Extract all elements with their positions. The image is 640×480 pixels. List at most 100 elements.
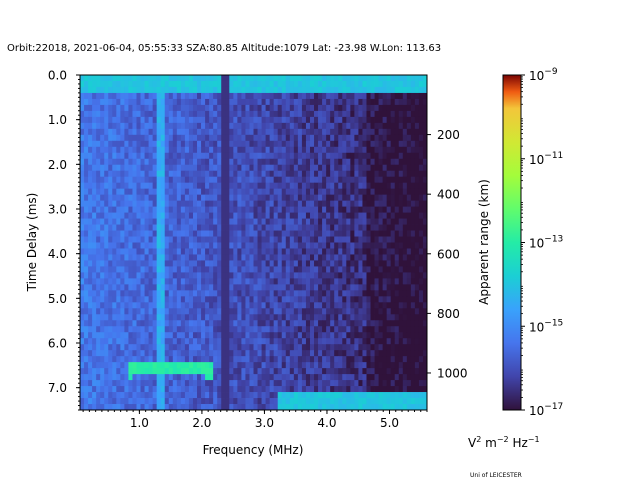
heatmap-cell [128, 152, 133, 160]
heatmap-cell [281, 332, 287, 339]
heatmap-cell [382, 272, 388, 279]
heatmap-cell [297, 146, 303, 154]
heatmap-cell [305, 266, 311, 273]
heatmap-cell [334, 182, 339, 190]
heatmap-cell [297, 194, 303, 202]
heatmap-cell [205, 314, 210, 321]
heatmap-cell [334, 212, 339, 219]
heatmap-cell [301, 392, 307, 399]
heatmap-cell [128, 164, 133, 172]
heatmap-cell [188, 152, 194, 160]
heatmap-cell [386, 380, 392, 387]
heatmap-cell [410, 110, 416, 118]
heatmap-cell [156, 398, 162, 405]
heatmap-cell [116, 98, 121, 106]
heatmap-cell [112, 200, 117, 208]
heatmap-cell [140, 218, 145, 225]
heatmap-cell [374, 332, 379, 339]
heatmap-cell [398, 140, 404, 148]
heatmap-cell [156, 104, 162, 112]
heatmap-cell [168, 266, 174, 273]
heatmap-cell [172, 326, 178, 333]
heatmap-cell [257, 75, 262, 82]
heatmap-cell [378, 122, 384, 130]
heatmap-cell [378, 176, 384, 184]
heatmap-cell [104, 224, 109, 231]
heatmap-cell [358, 188, 363, 196]
heatmap-cell [346, 176, 351, 184]
heatmap-cell [209, 182, 214, 190]
heatmap-cell [116, 356, 121, 363]
heatmap-cell [261, 296, 266, 303]
heatmap-cell [100, 260, 105, 267]
heatmap-cell [293, 152, 299, 160]
heatmap-cell [362, 152, 367, 160]
heatmap-cell [318, 272, 323, 279]
heatmap-cell [346, 308, 351, 315]
heatmap-cell [350, 380, 355, 387]
heatmap-cell [241, 350, 246, 357]
heatmap-cell [382, 152, 388, 160]
heatmap-cell [160, 344, 166, 351]
heatmap-cell [354, 320, 359, 327]
heatmap-cell [386, 404, 392, 411]
heatmap-cell [309, 272, 315, 279]
heatmap-cell [322, 75, 327, 82]
heatmap-cell [314, 176, 319, 184]
heatmap-cell [378, 272, 384, 279]
heatmap-cell [326, 272, 331, 279]
heatmap-cell [241, 290, 246, 297]
heatmap-cell [201, 404, 206, 411]
heatmap-cell [148, 116, 154, 124]
heatmap-cell [422, 140, 428, 148]
heatmap-cell [293, 134, 299, 142]
heatmap-cell [160, 242, 166, 249]
heatmap-cell [269, 302, 275, 309]
heatmap-cell [374, 128, 379, 136]
heatmap-cell [322, 398, 327, 405]
heatmap-cell [394, 350, 400, 357]
heatmap-cell [398, 350, 404, 357]
heatmap-cell [406, 170, 412, 178]
heatmap-cell [314, 134, 319, 142]
heatmap-cell [80, 332, 85, 339]
heatmap-cell [402, 254, 408, 261]
heatmap-cell [229, 284, 234, 291]
heatmap-cell [406, 152, 412, 160]
heatmap-cell [84, 338, 89, 345]
heatmap-cell [128, 278, 133, 285]
heatmap-cell [148, 86, 154, 94]
heatmap-cell [342, 200, 347, 208]
heatmap-cell [172, 290, 178, 297]
heatmap-cell [152, 338, 158, 345]
heatmap-cell [422, 194, 428, 202]
heatmap-cell [370, 140, 375, 148]
heatmap-cell [136, 158, 141, 166]
heatmap-cell [281, 152, 287, 160]
heatmap-cell [386, 146, 392, 154]
heatmap-cell [164, 380, 170, 387]
heatmap-cell [281, 110, 287, 118]
heatmap-cell [213, 80, 218, 88]
heatmap-cell [281, 308, 287, 315]
heatmap-cell [285, 392, 291, 399]
heatmap-cell [104, 308, 109, 315]
heatmap-cell [209, 314, 214, 321]
heatmap-cell [132, 356, 137, 363]
heatmap-cell [188, 278, 194, 285]
heatmap-cell [188, 314, 194, 321]
heatmap-cell [184, 164, 190, 172]
heatmap-cell [314, 386, 319, 393]
heatmap-cell [285, 308, 291, 315]
heatmap-cell [273, 254, 279, 261]
heatmap-cell [156, 224, 162, 231]
heatmap-cell [305, 254, 311, 261]
heatmap-cell [257, 326, 262, 333]
heatmap-cell [293, 350, 299, 357]
heatmap-cell [168, 116, 174, 124]
heatmap-cell [136, 110, 141, 118]
heatmap-cell [176, 266, 182, 273]
heatmap-cell [164, 272, 170, 279]
heatmap-cell [378, 398, 384, 405]
heatmap-cell [152, 98, 158, 106]
